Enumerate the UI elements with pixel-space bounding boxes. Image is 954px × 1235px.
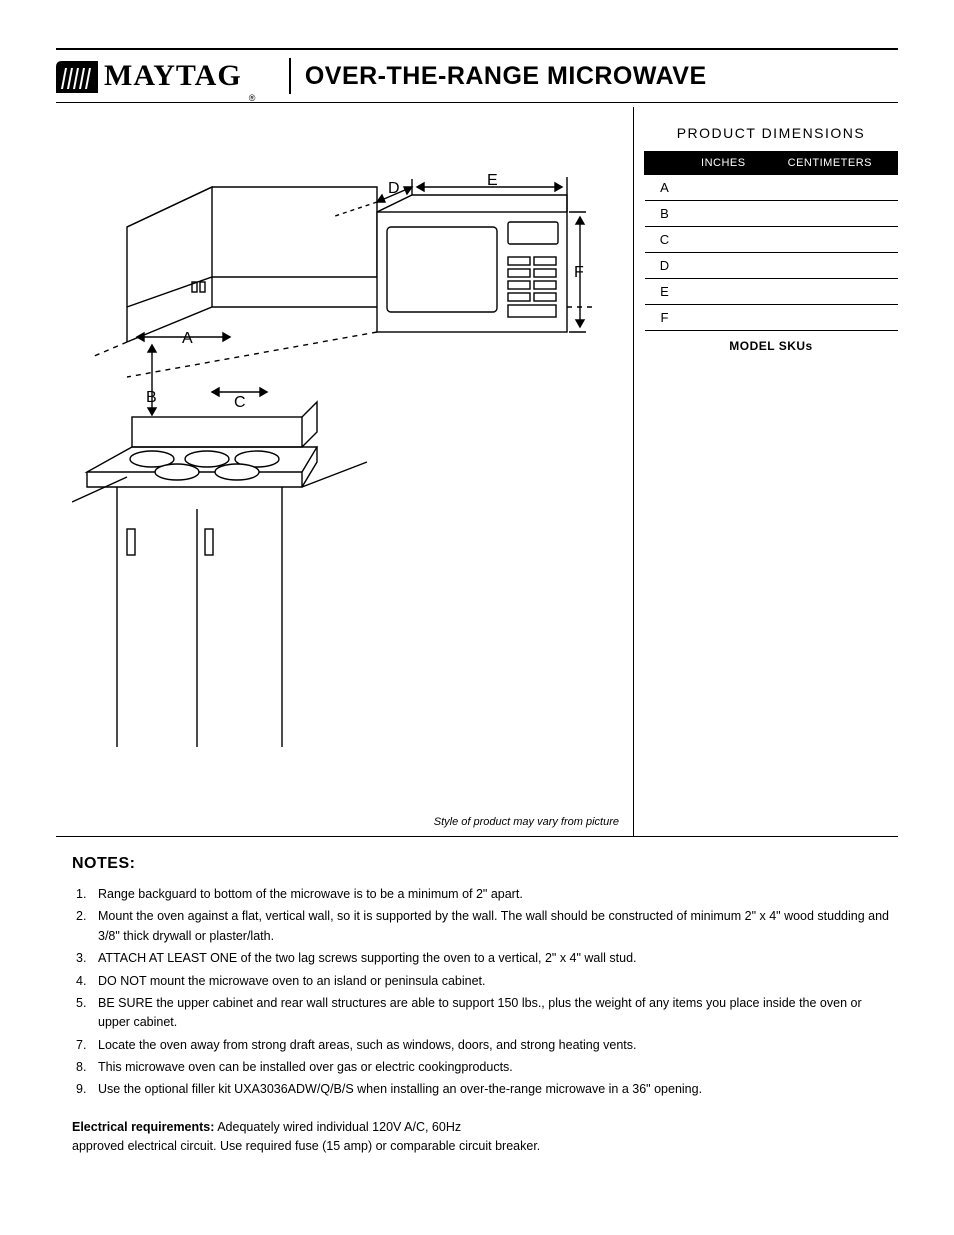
note-item: 7.Locate the oven away from strong draft… <box>76 1036 890 1055</box>
dim-header-blank <box>645 152 685 175</box>
dim-row-label: B <box>645 201 685 227</box>
header-bar: MAYTAG ® OVER-THE-RANGE MICROWAVE <box>56 48 898 103</box>
main-content-row: A B C D E F Style of product may vary fr… <box>56 107 898 837</box>
electrical-text: Adequately wired individual 120V A/C, 60… <box>214 1120 461 1134</box>
dim-cell <box>762 253 897 279</box>
dim-row-label: C <box>645 227 685 253</box>
electrical-text-2: approved electrical circuit. Use require… <box>72 1139 540 1153</box>
dimensions-title: PRODUCT DIMENSIONS <box>644 125 898 141</box>
note-text: Range backguard to bottom of the microwa… <box>98 885 523 904</box>
dim-cell <box>685 227 763 253</box>
registered-mark: ® <box>249 93 256 103</box>
dim-row: C <box>645 227 898 253</box>
dim-cell <box>762 279 897 305</box>
dim-header-cm: CENTIMETERS <box>762 152 897 175</box>
note-item: 9.Use the optional filler kit UXA3036ADW… <box>76 1080 890 1099</box>
note-item: 3.ATTACH AT LEAST ONE of the two lag scr… <box>76 949 890 968</box>
note-number: 1. <box>76 885 98 904</box>
model-skus-label: MODEL SKUs <box>644 339 898 353</box>
dim-row: D <box>645 253 898 279</box>
note-text: Use the optional filler kit UXA3036ADW/Q… <box>98 1080 702 1099</box>
note-text: Mount the oven against a flat, vertical … <box>98 907 890 946</box>
note-text: Locate the oven away from strong draft a… <box>98 1036 637 1055</box>
note-number: 7. <box>76 1036 98 1055</box>
dim-row: F <box>645 305 898 331</box>
installation-diagram: A B C D E F <box>72 127 592 747</box>
svg-text:C: C <box>234 394 246 411</box>
svg-text:E: E <box>487 172 498 189</box>
page-title: OVER-THE-RANGE MICROWAVE <box>305 62 707 91</box>
note-number: 5. <box>76 994 98 1033</box>
dim-cell <box>685 201 763 227</box>
dim-cell <box>685 279 763 305</box>
note-number: 2. <box>76 907 98 946</box>
dimensions-column: PRODUCT DIMENSIONS INCHES CENTIMETERS A … <box>634 107 898 836</box>
dim-row-label: E <box>645 279 685 305</box>
note-item: 1.Range backguard to bottom of the micro… <box>76 885 890 904</box>
note-number: 3. <box>76 949 98 968</box>
note-item: 5.BE SURE the upper cabinet and rear wal… <box>76 994 890 1033</box>
dim-row: B <box>645 201 898 227</box>
header-divider <box>289 58 291 94</box>
note-text: This microwave oven can be installed ove… <box>98 1058 513 1077</box>
dimensions-table: INCHES CENTIMETERS A B C D E F <box>644 151 898 331</box>
dim-row-label: A <box>645 175 685 201</box>
dim-cell <box>762 227 897 253</box>
note-number: 9. <box>76 1080 98 1099</box>
note-number: 4. <box>76 972 98 991</box>
style-variance-note: Style of product may vary from picture <box>434 816 619 828</box>
notes-heading: NOTES: <box>72 855 890 873</box>
svg-text:F: F <box>574 264 584 281</box>
notes-section: NOTES: 1.Range backguard to bottom of th… <box>56 837 898 1157</box>
dim-cell <box>762 305 897 331</box>
diagram-column: A B C D E F Style of product may vary fr… <box>56 107 634 836</box>
dim-cell <box>685 253 763 279</box>
dim-row: A <box>645 175 898 201</box>
notes-list: 1.Range backguard to bottom of the micro… <box>72 885 890 1100</box>
note-text: DO NOT mount the microwave oven to an is… <box>98 972 485 991</box>
brand-logo: MAYTAG ® <box>56 59 271 93</box>
dim-cell <box>685 175 763 201</box>
dim-row: E <box>645 279 898 305</box>
note-item: 4.DO NOT mount the microwave oven to an … <box>76 972 890 991</box>
svg-text:A: A <box>182 330 193 347</box>
dim-cell <box>685 305 763 331</box>
note-item: 8.This microwave oven can be installed o… <box>76 1058 890 1077</box>
dim-cell <box>762 175 897 201</box>
note-text: ATTACH AT LEAST ONE of the two lag screw… <box>98 949 637 968</box>
note-text: BE SURE the upper cabinet and rear wall … <box>98 994 890 1033</box>
note-number: 8. <box>76 1058 98 1077</box>
dim-table-body: A B C D E F <box>645 175 898 331</box>
electrical-lead: Electrical requirements: <box>72 1120 214 1134</box>
dim-header-inches: INCHES <box>685 152 763 175</box>
note-item: 2.Mount the oven against a flat, vertica… <box>76 907 890 946</box>
svg-text:B: B <box>146 389 157 406</box>
electrical-requirements: Electrical requirements: Adequately wire… <box>72 1118 890 1157</box>
svg-text:D: D <box>388 180 400 197</box>
dim-row-label: F <box>645 305 685 331</box>
dim-row-label: D <box>645 253 685 279</box>
dim-cell <box>762 201 897 227</box>
maytag-logo-icon <box>56 61 98 93</box>
brand-name: MAYTAG <box>104 59 242 93</box>
